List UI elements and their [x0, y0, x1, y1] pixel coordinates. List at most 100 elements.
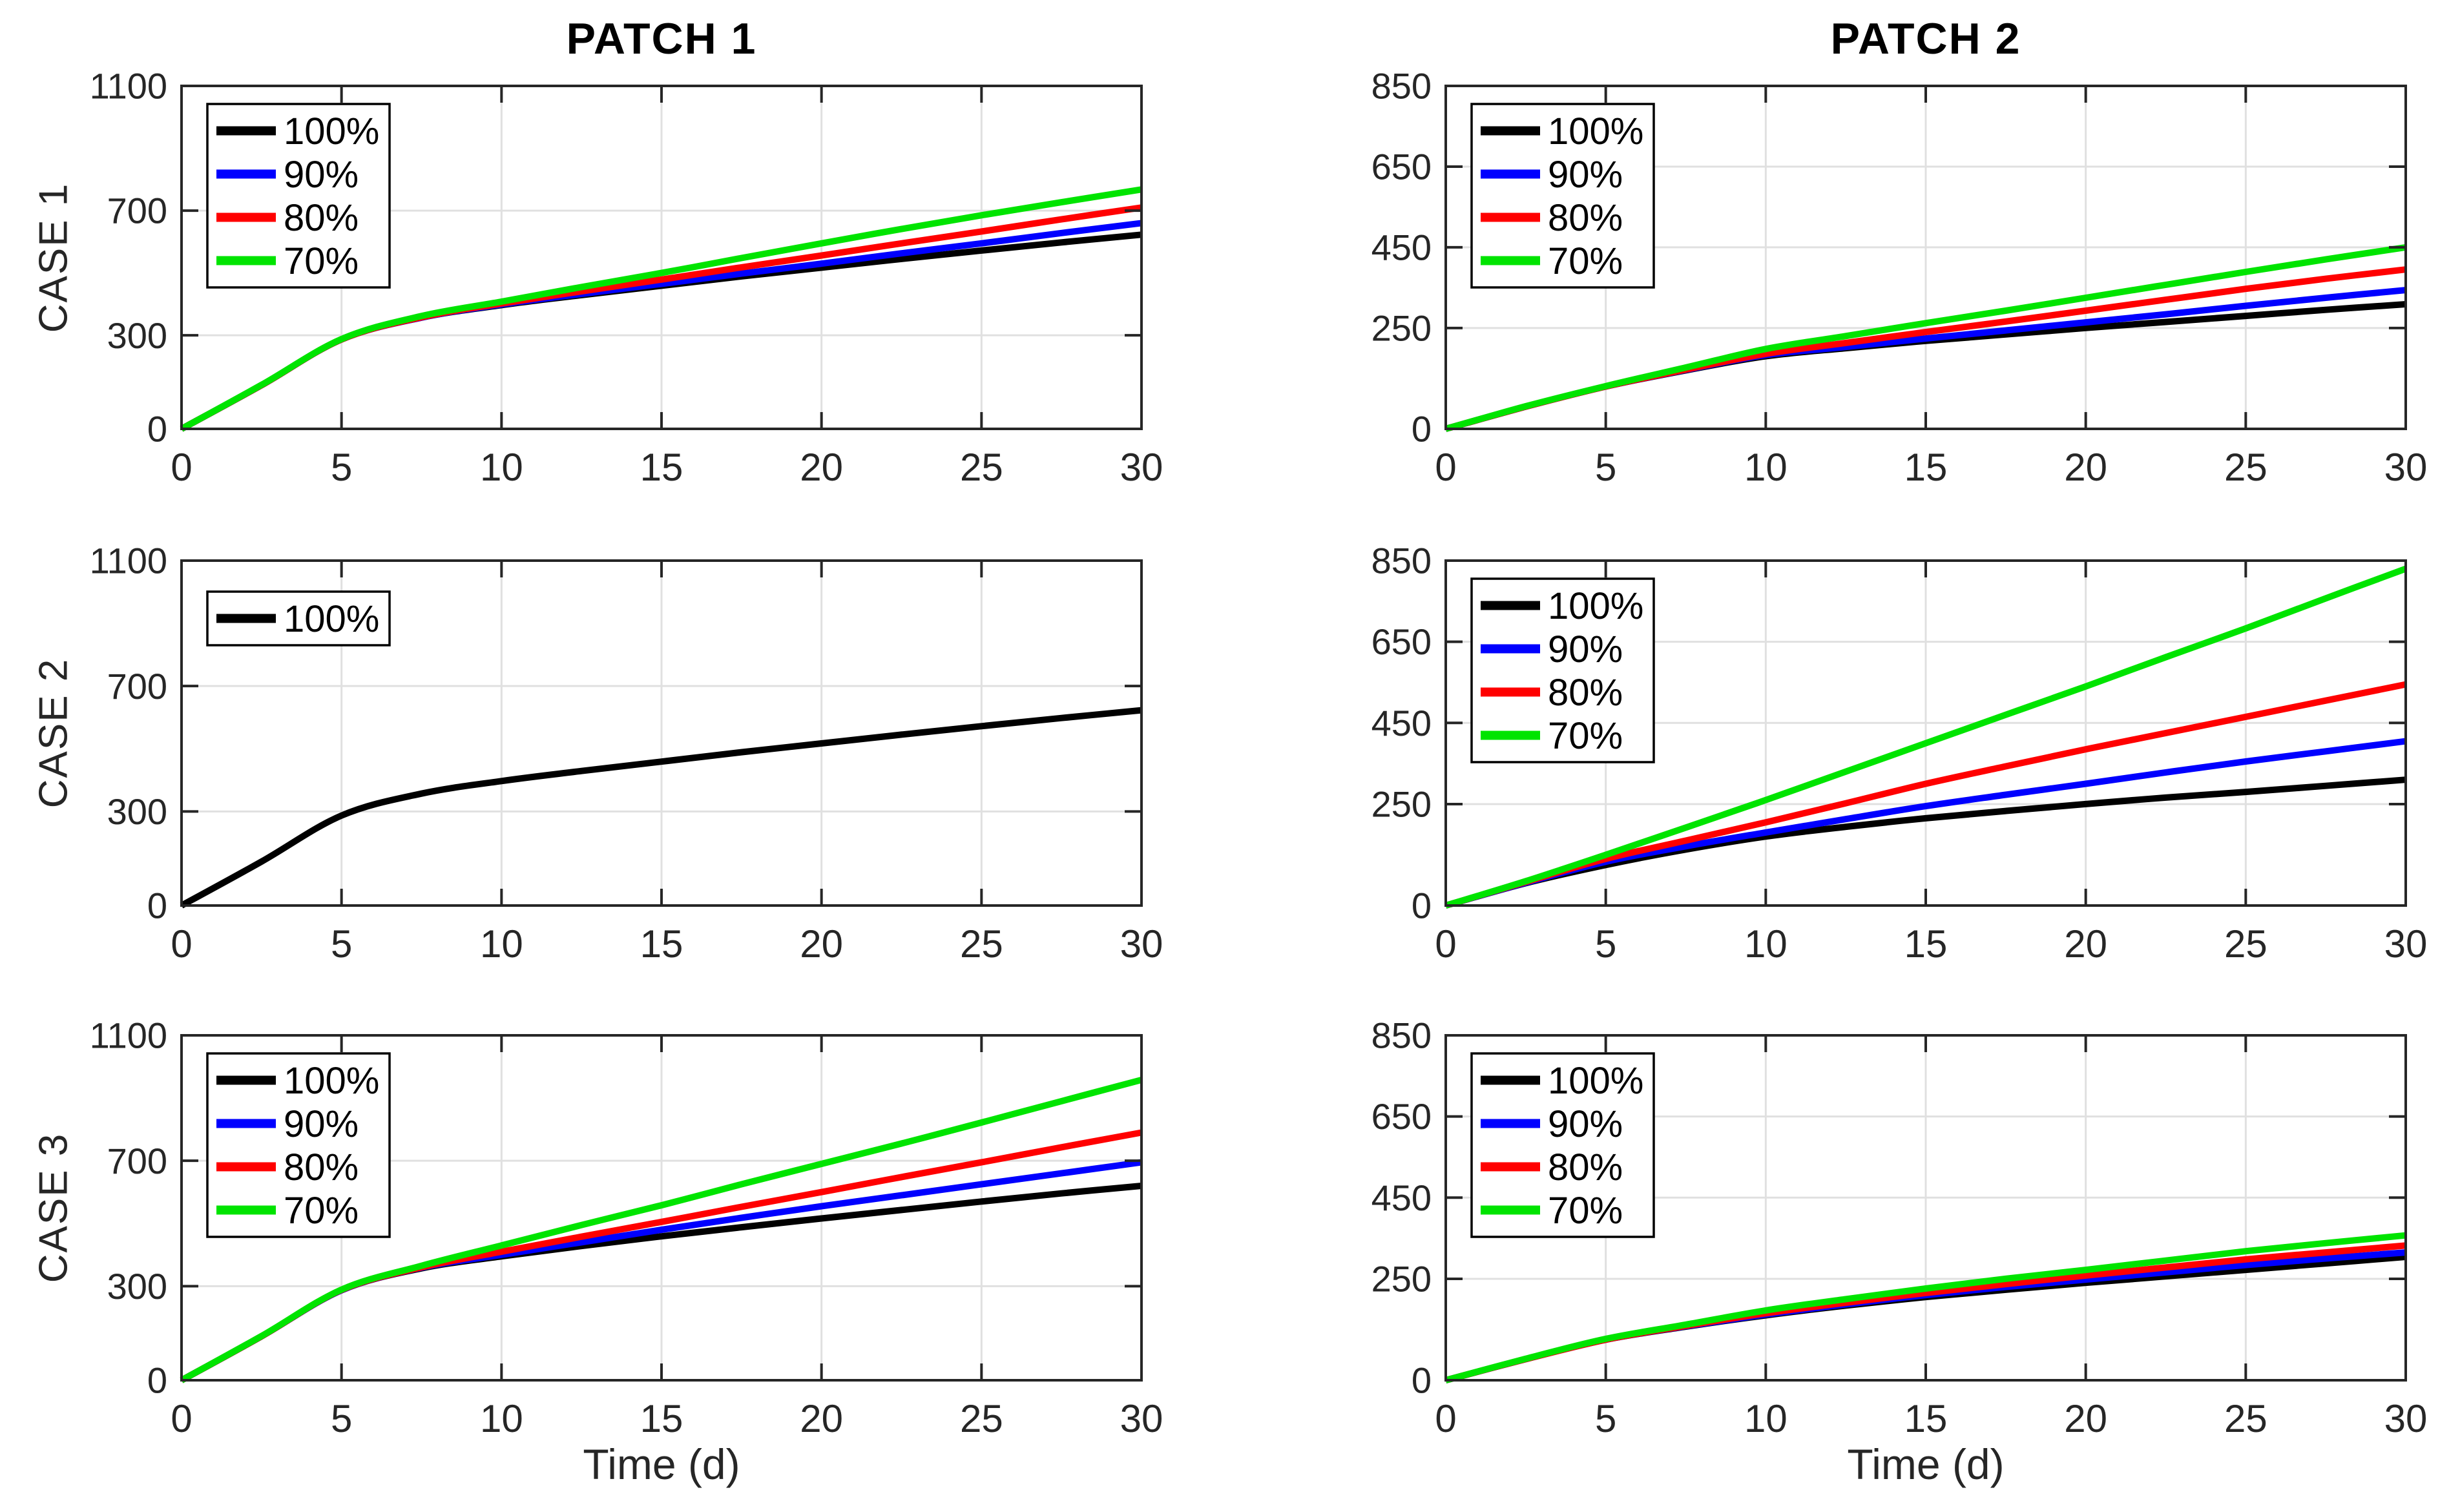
y-tick-label: 0	[1412, 409, 1432, 450]
x-tick-label: 0	[171, 1397, 192, 1440]
y-tick-label: 0	[147, 1360, 167, 1401]
subplot-case1-patch1: PATCH 1 CASE 1 0 5 10 15 20 25 30 0 300 700 1100 10…	[32, 14, 1163, 489]
y-tick-label: 850	[1371, 1015, 1432, 1056]
plot-area: 0 5 10 15 20 25 30 0 250 450 650 850 100%90%80%70%	[1371, 66, 2428, 489]
y-tick-label: 0	[1412, 1360, 1432, 1401]
legend-label: 100%	[284, 110, 379, 152]
ticks	[1446, 561, 2406, 906]
y-tick-label: 850	[1371, 541, 1432, 581]
x-tick-label: 25	[2224, 446, 2267, 489]
legend-label: 70%	[1548, 715, 1623, 757]
axis-box	[1444, 559, 2407, 907]
series-line-70pct	[180, 186, 1142, 432]
y-tick-label: 1100	[90, 541, 167, 581]
x-tick-label: 30	[2384, 922, 2428, 966]
legend-label: 70%	[284, 1190, 359, 1232]
y-tick-label: 850	[1371, 66, 1432, 107]
y-tick-label: 1100	[90, 66, 167, 107]
x-tick-label: 0	[1435, 1397, 1456, 1440]
x-tick-label: 30	[2384, 1397, 2428, 1440]
x-tick-label: 5	[1595, 922, 1616, 966]
subplot-case1-patch2: PATCH 2 0 5 10 15 20 25 30 0 250 450 650 850 100% 90%…	[1371, 14, 2428, 489]
legend-label: 100%	[1548, 585, 1643, 627]
legend-label: 80%	[284, 1146, 359, 1188]
axis-box	[1444, 1034, 2407, 1382]
series-line-70pct	[1444, 243, 2406, 432]
ticks	[1446, 1035, 2406, 1380]
y-tick-label: 650	[1371, 147, 1432, 187]
xlabel-time-right: Time (d)	[1847, 1440, 2005, 1488]
x-tick-label: 10	[1744, 1397, 1788, 1440]
legend-label: 100%	[1548, 110, 1643, 152]
axis-box	[180, 559, 1143, 907]
x-tick-label: 10	[480, 1397, 523, 1440]
x-tick-label: 5	[331, 446, 352, 489]
legend-label: 100%	[1548, 1060, 1643, 1102]
legend-label: 100%	[284, 1060, 379, 1102]
ticks	[1446, 86, 2406, 429]
legend-label: 80%	[1548, 197, 1623, 239]
x-tick-label: 10	[480, 922, 523, 966]
axis-box	[180, 1034, 1143, 1382]
series-line-70pct	[1444, 1232, 2406, 1383]
x-tick-label: 20	[800, 922, 843, 966]
ticks	[182, 86, 1141, 429]
x-tick-label: 5	[331, 1397, 352, 1440]
legend: 100%90%80%70%	[1470, 577, 1655, 763]
x-tick-label: 20	[2064, 922, 2107, 966]
plot-title-patch1: PATCH 1	[566, 14, 757, 63]
y-tick-label: 250	[1371, 307, 1432, 348]
x-tick-label: 20	[800, 446, 843, 489]
ticks	[182, 1035, 1141, 1380]
subplot-case2-patch2: 0 5 10 15 20 25 30 0 250 450 650 850 100% 90% 80% 70%	[1371, 541, 2428, 966]
legend-label: 70%	[1548, 240, 1623, 282]
x-tick-label: 0	[171, 922, 192, 966]
x-tick-label: 25	[960, 446, 1003, 489]
plot-title-patch2: PATCH 2	[1830, 14, 2021, 63]
ticks	[182, 561, 1141, 906]
x-tick-label: 25	[960, 1397, 1003, 1440]
y-tick-label: 650	[1371, 621, 1432, 662]
legend-label: 90%	[1548, 1103, 1623, 1145]
y-tick-label: 650	[1371, 1096, 1432, 1137]
legend: 100%90%80%70%	[206, 103, 391, 289]
x-tick-label: 0	[1435, 922, 1456, 966]
y-tick-label: 300	[107, 315, 167, 356]
y-tick-label: 0	[147, 885, 167, 926]
legend-label: 80%	[1548, 672, 1623, 714]
legend-label: 70%	[1548, 1190, 1623, 1232]
legend-label: 90%	[1548, 628, 1623, 670]
x-tick-label: 30	[1120, 922, 1163, 966]
y-tick-label: 700	[107, 191, 167, 231]
legend-label: 90%	[284, 1103, 359, 1145]
series-line-100pct	[180, 707, 1142, 909]
ylabel-case3: CASE 3	[31, 1132, 76, 1283]
x-tick-label: 15	[640, 1397, 683, 1440]
legend: 100%90%80%70%	[1470, 103, 1655, 289]
x-tick-label: 15	[640, 446, 683, 489]
x-tick-label: 10	[1744, 446, 1788, 489]
x-tick-label: 15	[1904, 1397, 1948, 1440]
legend: 100%90%80%70%	[206, 1052, 391, 1238]
y-tick-label: 300	[107, 1266, 167, 1307]
y-tick-label: 250	[1371, 784, 1432, 825]
x-tick-label: 10	[1744, 922, 1788, 966]
axis-box	[1444, 85, 2407, 430]
x-tick-label: 25	[2224, 922, 2267, 966]
y-tick-label: 0	[147, 409, 167, 450]
subplot-case3-patch1: CASE 3 Time (d) 0 5 10 15 20 25 30 0 300 700 1100 1…	[32, 1015, 1163, 1488]
subplot-case2-patch1: CASE 2 0 5 10 15 20 25 30 0 300 700 1100 100%	[32, 541, 1163, 966]
x-tick-label: 15	[1904, 922, 1948, 966]
legend-label: 70%	[284, 240, 359, 282]
xlabel-time-left: Time (d)	[583, 1440, 740, 1488]
legend-label: 90%	[284, 154, 359, 196]
plot-area: 0 5 10 15 20 25 30 0 250 450 650 850 100%90%80%70%	[1371, 1015, 2428, 1440]
x-tick-label: 15	[640, 922, 683, 966]
legend: 100%90%80%70%	[1470, 1052, 1655, 1238]
series-line-80pct	[1444, 681, 2406, 909]
x-tick-label: 15	[1904, 446, 1948, 489]
series-line-70pct	[1444, 565, 2407, 909]
legend-label: 90%	[1548, 154, 1623, 196]
ylabel-case1: CASE 1	[31, 182, 76, 333]
